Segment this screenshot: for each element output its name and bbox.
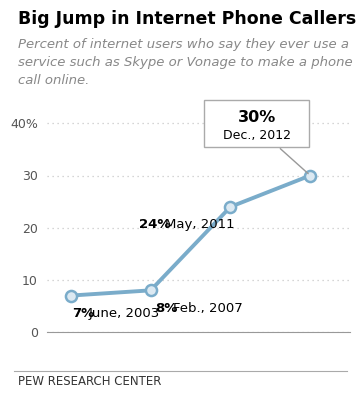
- Text: Percent of internet users who say they ever use a
service such as Skype or Vonag: Percent of internet users who say they e…: [18, 38, 353, 87]
- Text: 24%: 24%: [139, 218, 170, 231]
- Text: June, 2003: June, 2003: [88, 307, 160, 320]
- Text: 7%: 7%: [73, 307, 95, 320]
- Text: Big Jump in Internet Phone Callers: Big Jump in Internet Phone Callers: [18, 10, 356, 28]
- Text: Dec., 2012: Dec., 2012: [223, 128, 291, 141]
- FancyBboxPatch shape: [204, 100, 309, 147]
- Text: PEW RESEARCH CENTER: PEW RESEARCH CENTER: [18, 375, 161, 388]
- Text: May, 2011: May, 2011: [165, 218, 235, 231]
- Text: Feb., 2007: Feb., 2007: [173, 302, 243, 315]
- Text: 8%: 8%: [156, 302, 178, 315]
- Text: 30%: 30%: [238, 110, 276, 125]
